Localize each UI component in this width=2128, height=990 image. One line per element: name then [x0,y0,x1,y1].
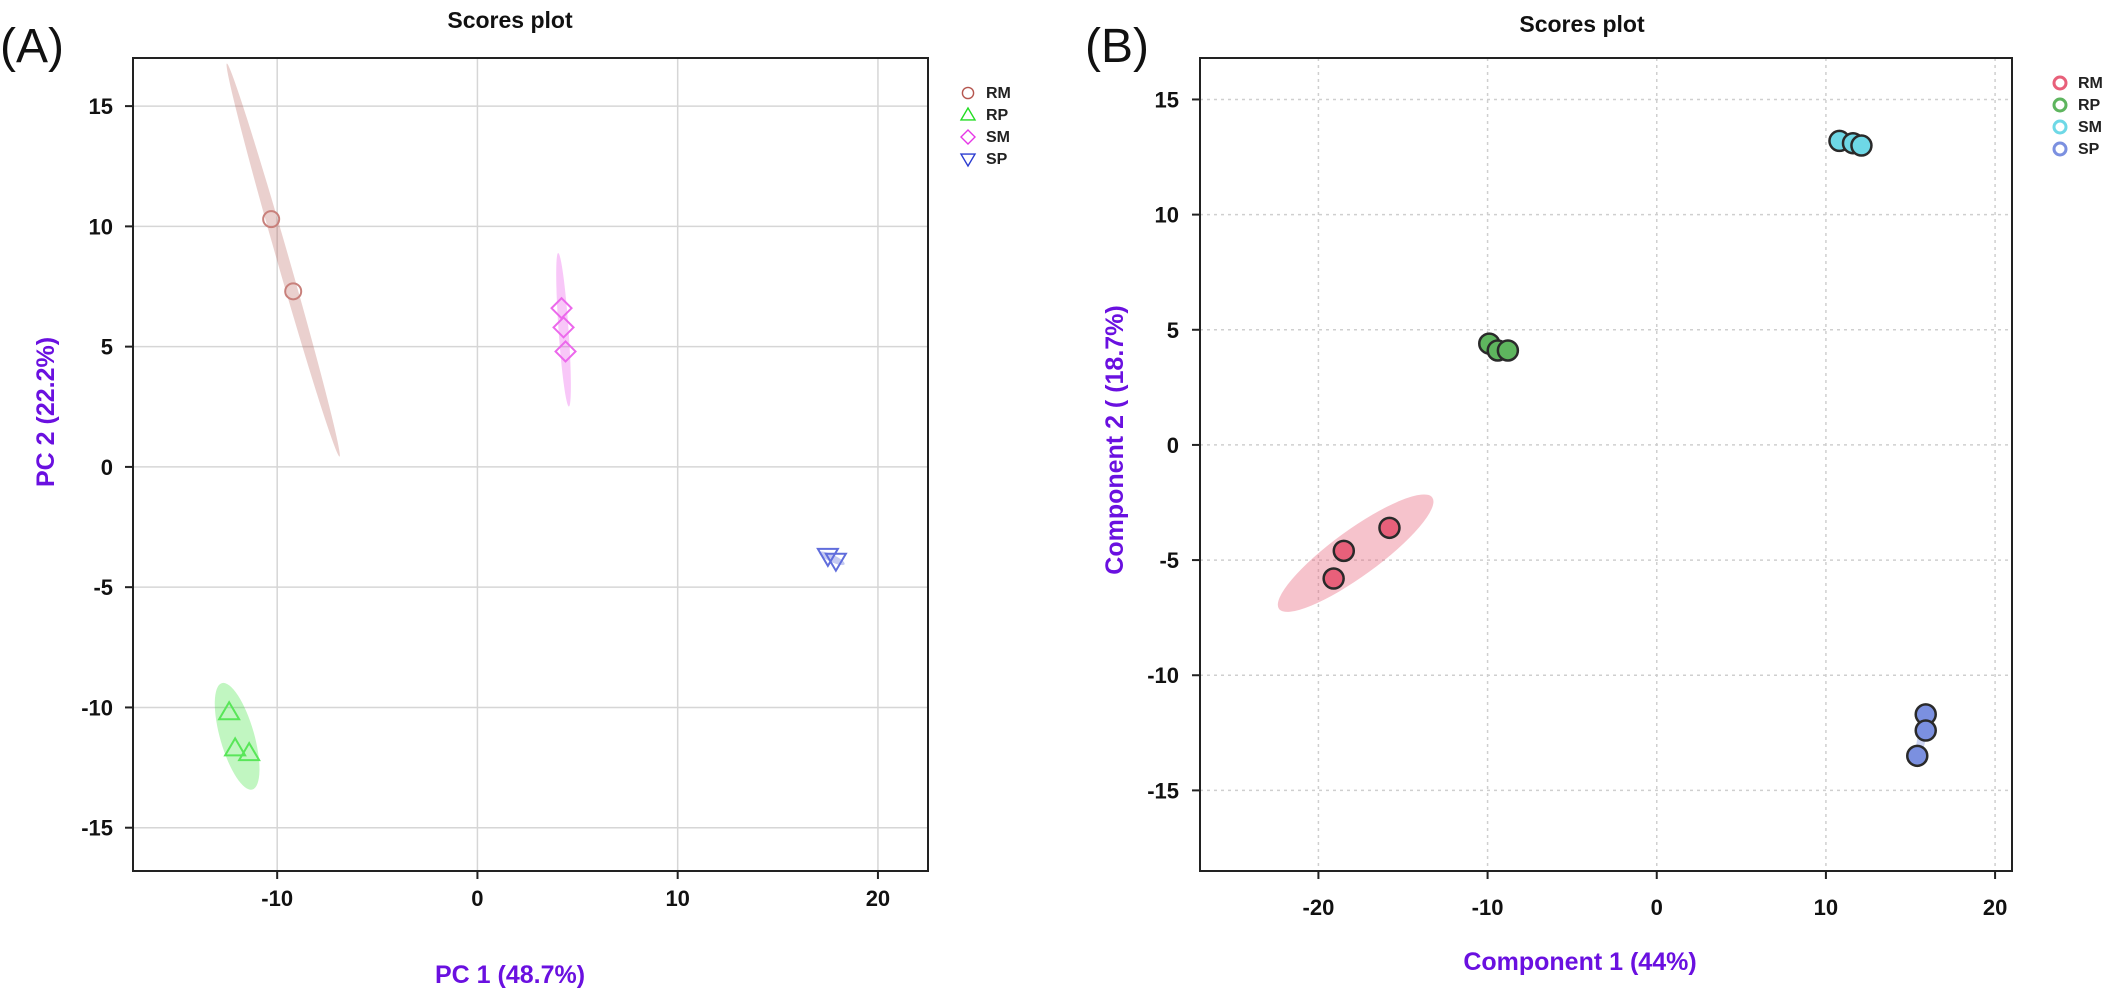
data-point-rm [1322,567,1345,590]
data-point-rp [1496,339,1520,362]
data-point-rp [223,736,247,757]
data-point-rp [237,741,261,762]
y-tick-label: 5 [1167,318,1179,343]
x-axis-label-b: Component 1 (44%) [1463,948,1696,976]
legend-label-rp: RP [986,107,1009,124]
data-point-sp [816,547,840,568]
confidence-ellipse-sm [556,253,571,407]
confidence-ellipse-rp [214,682,260,790]
legend-symbol-sm [2052,119,2068,135]
y-tick-label: -5 [93,575,113,600]
legend-label-sp: SP [2078,141,2100,158]
x-tick-label: 10 [1814,895,1838,920]
ellipses-b [1277,494,1931,767]
x-tick-label: 10 [665,886,689,911]
y-tick-label: 0 [1167,433,1179,458]
x-axis-label-a: PC 1 (48.7%) [435,961,585,989]
data-point-sp [1914,719,1937,742]
data-point-rm [262,210,281,229]
y-tick-label: 5 [101,335,113,360]
ellipses-a [214,63,845,790]
grid-b [1200,58,2012,871]
confidence-ellipse-rm [1277,494,1434,612]
ticks-b: -20 -10 0 10 20 -15 -10 -5 0 5 10 15 [1147,87,2007,920]
x-tick-label: 0 [471,886,483,911]
x-tick-label: 0 [1651,895,1663,920]
data-point-rm [284,282,303,301]
legend-symbol-sp [2052,141,2068,157]
data-point-rp [217,700,241,721]
plot-frame-b [1199,57,2013,872]
panel-a: (A) Scores plot -10 0 10 20 -15 -10 -5 0 5 10 15 P… [0,7,1011,989]
legend-symbol-sp [959,153,977,168]
y-tick-label: 10 [89,214,113,239]
legend-symbol-sm [960,129,976,145]
y-tick-label: -15 [1147,778,1179,803]
data-point-rm [1332,539,1356,563]
legend-symbol-rm [961,86,975,100]
legend-label-sm: SM [2078,119,2102,136]
x-tick-label: -10 [1472,895,1504,920]
data-point-sp [824,552,848,573]
x-tick-label: 20 [1983,895,2007,920]
legend-b: RM RP SM SP [2052,75,2103,158]
legend-a: RM RP SM SP [959,85,1011,168]
data-point-rm [1378,516,1401,540]
x-tick-label: -10 [261,886,293,911]
legend-label-sm: SM [986,129,1010,146]
confidence-ellipse-rm [226,63,340,457]
chart-title-b: Scores plot [1519,11,1645,37]
y-tick-label: 15 [1155,87,1179,112]
data-point-sm [554,340,577,363]
legend-label-rm: RM [986,85,1011,102]
y-tick-label: 10 [1155,203,1179,228]
panel-label-b: (B) [1085,20,1149,73]
y-tick-label: -5 [1159,548,1179,573]
ticks-a: -10 0 10 20 -15 -10 -5 0 5 10 15 [81,94,890,911]
y-tick-label: -15 [81,816,113,841]
y-axis-label-b: Component 2 ( (18.7%) [1101,305,1129,574]
legend-label-rp: RP [2078,97,2101,114]
legend-symbol-rp [2052,97,2068,113]
data-point-sm [552,315,575,339]
y-tick-label: -10 [81,695,113,720]
legend-label-rm: RM [2078,75,2103,92]
points-b [1322,129,1937,768]
legend-symbol-rp [959,106,977,121]
data-point-sm [1850,134,1873,157]
legend-symbol-rm [2052,75,2068,91]
y-tick-label: 15 [89,94,113,119]
y-tick-label: 0 [101,455,113,480]
plot-frame-a [132,57,929,872]
data-point-sp [1906,744,1929,768]
points-a [217,210,848,762]
x-tick-label: 20 [866,886,890,911]
grid-a [133,58,928,871]
x-tick-label: -20 [1303,895,1335,920]
legend-label-sp: SP [986,151,1008,168]
y-tick-label: -10 [1147,663,1179,688]
panel-b: (B) Scores plot -20 -10 0 10 20 -15 -10 -5 0 5 10 1… [1085,11,2103,976]
panel-label-a: (A) [0,20,64,73]
y-axis-label-a: PC 2 (22.2%) [32,337,60,487]
chart-title-a: Scores plot [447,7,573,33]
